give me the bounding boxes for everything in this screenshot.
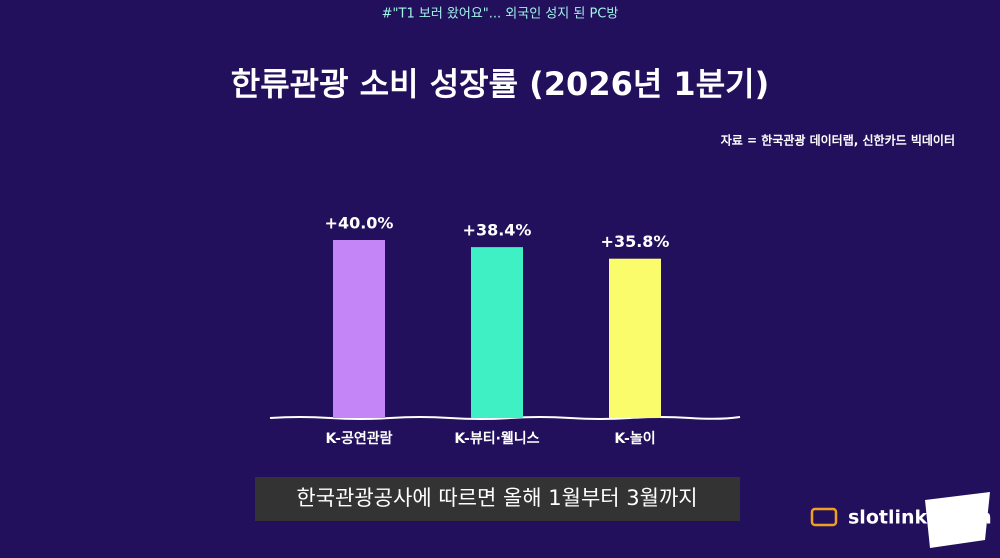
headline: #"T1 보러 왔어요"... 외국인 성지 된 PC방: [382, 7, 619, 22]
caption-box: [255, 477, 740, 521]
value-label: +40.0%: [325, 214, 394, 233]
source: 자료 = 한국관광 데이터랩, 신한카드 빅데이터: [721, 133, 955, 148]
bar: [333, 240, 385, 418]
value-label: +35.8%: [601, 232, 670, 251]
caption: 한국관광공사에 따르면 올해 1월부터 3월까지: [296, 486, 697, 510]
value-label: +38.4%: [463, 221, 532, 240]
chart-title: 한류관광 소비 성장률 (2026년 1분기): [231, 65, 769, 103]
category-label: K-뷰티·웰니스: [454, 431, 539, 447]
bar: [471, 247, 523, 418]
bar: [609, 258, 661, 418]
category-label: K-놀이: [614, 430, 655, 447]
watermark-icon: [810, 507, 838, 527]
category-label: K-공연관람: [326, 430, 393, 447]
logo-shape: [925, 492, 990, 548]
